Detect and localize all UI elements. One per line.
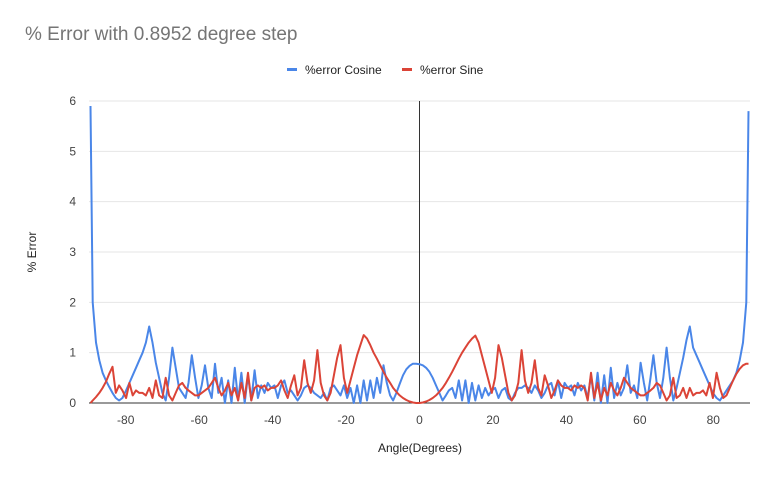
y-tick-label: 4	[69, 195, 76, 209]
x-axis-title: Angle(Degrees)	[378, 441, 462, 455]
chart-title: % Error with 0.8952 degree step	[25, 24, 298, 45]
y-tick-label: 6	[69, 94, 76, 108]
tick-labels: 0 1 2 3 4 5 6 -80 -60 -40 -20 0 20 40 60 80	[69, 94, 720, 427]
legend-swatch-sine	[402, 68, 412, 71]
x-tick-label: 60	[633, 413, 647, 427]
x-tick-label: 40	[560, 413, 574, 427]
x-tick-label: -40	[264, 413, 282, 427]
y-tick-label: 2	[69, 295, 76, 309]
x-tick-label: 20	[486, 413, 500, 427]
legend-label-cosine: %error Cosine	[305, 63, 382, 77]
y-tick-label: 1	[69, 346, 76, 360]
legend-swatch-cosine	[287, 68, 297, 71]
y-tick-label: 0	[69, 396, 76, 410]
series-layer	[89, 105, 750, 404]
legend: %error Cosine %error Sine	[287, 63, 484, 77]
x-tick-label: -60	[190, 413, 208, 427]
y-tick-label: 3	[69, 245, 76, 259]
legend-label-sine: %error Sine	[420, 63, 484, 77]
series-line-sine	[89, 334, 749, 404]
x-tick-label: 80	[707, 413, 721, 427]
x-tick-label: -20	[337, 413, 355, 427]
x-tick-label: 0	[416, 413, 423, 427]
y-tick-label: 5	[69, 144, 76, 158]
y-axis-title: % Error	[25, 232, 39, 273]
x-tick-label: -80	[117, 413, 135, 427]
